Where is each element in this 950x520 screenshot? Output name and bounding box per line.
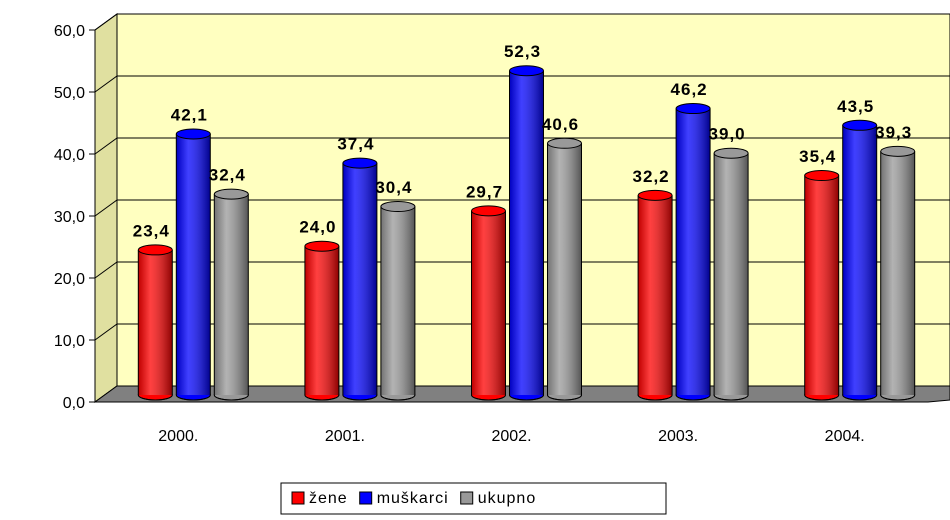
cylinder <box>213 188 249 401</box>
cylinder-top <box>342 157 378 169</box>
value-label: 42,1 <box>171 105 208 124</box>
cylinder <box>547 137 582 401</box>
cylinder-top <box>137 244 173 256</box>
x-tick-label: 2003. <box>658 428 698 445</box>
bar-shade <box>380 206 415 395</box>
value-label: 40,6 <box>542 115 579 134</box>
bar-outline <box>637 195 673 401</box>
cylinder <box>675 103 711 401</box>
bar-outline <box>804 175 840 401</box>
cylinder-top <box>175 128 211 140</box>
bar-shade <box>676 108 711 395</box>
x-tick-label: 2000. <box>158 428 198 445</box>
bar-outline <box>342 163 378 401</box>
legend-label: ukupno <box>478 490 537 507</box>
y-tick-label: 50,0 <box>54 85 85 102</box>
value-label: 46,2 <box>671 80 708 99</box>
cylinder <box>175 128 211 401</box>
grid-line <box>94 13 950 31</box>
legend-label: muškarci <box>377 490 449 507</box>
bar-shade <box>214 194 249 395</box>
bar-outline <box>380 206 416 401</box>
y-tick-label: 60,0 <box>54 23 85 40</box>
value-label: 37,4 <box>337 135 374 154</box>
bar-outline <box>213 194 249 401</box>
bar-outline <box>713 153 749 401</box>
x-tick-label: 2002. <box>491 428 531 445</box>
cylinder <box>304 240 340 401</box>
cylinder-top <box>880 145 916 157</box>
cylinder-top <box>675 103 711 115</box>
value-label: 39,3 <box>875 123 912 142</box>
y-tick-label: 30,0 <box>54 209 85 226</box>
bar-outline <box>471 210 506 401</box>
y-tick-label: 20,0 <box>54 271 85 288</box>
bar-outline <box>842 125 878 401</box>
legend-swatch <box>291 491 305 505</box>
cylinder <box>637 189 673 401</box>
cylinder-top <box>804 170 840 182</box>
cylinder <box>342 157 378 401</box>
bar-shade <box>176 133 211 396</box>
grid-line <box>94 75 950 93</box>
bar-outline <box>675 108 711 401</box>
bar-shade <box>638 195 673 395</box>
cylinder-top <box>547 137 582 149</box>
cylinder-top <box>842 119 878 131</box>
value-label: 39,0 <box>709 125 746 144</box>
y-tick-label: 40,0 <box>54 147 85 164</box>
legend-box <box>280 482 667 515</box>
y-tick-label: 0,0 <box>63 395 85 412</box>
cylinder-top <box>304 240 340 252</box>
bar-shade <box>471 210 506 395</box>
cylinder-top <box>213 188 249 200</box>
cylinder <box>137 244 173 401</box>
cylinder <box>380 201 416 401</box>
bar-shade <box>880 151 915 395</box>
bar-shade <box>509 70 544 396</box>
cylinder <box>509 65 544 401</box>
bar-outline <box>304 246 340 401</box>
bar-shade <box>804 175 839 395</box>
value-label: 43,5 <box>837 97 874 116</box>
cylinder <box>713 147 749 401</box>
cylinder-top <box>713 147 749 159</box>
cylinder-top <box>637 189 673 201</box>
x-tick-label: 2001. <box>325 428 365 445</box>
bar-shade <box>342 163 377 395</box>
bar-shade <box>547 143 582 395</box>
bar-outline <box>547 143 582 401</box>
value-label: 32,2 <box>633 167 670 186</box>
y-tick-label: 10,0 <box>54 333 85 350</box>
bar-shade <box>714 153 749 395</box>
bar-shade <box>138 249 173 395</box>
cylinder <box>804 170 840 401</box>
legend-swatch <box>460 491 474 505</box>
cylinder <box>880 145 916 401</box>
bar-outline <box>137 249 173 401</box>
value-label: 24,0 <box>299 218 336 237</box>
cylinder-top <box>380 201 416 213</box>
value-label: 35,4 <box>799 147 836 166</box>
value-label: 52,3 <box>504 42 541 61</box>
cylinder <box>471 205 506 401</box>
grid-line <box>94 137 950 155</box>
value-label: 30,4 <box>375 178 412 197</box>
bar-shade <box>304 246 339 395</box>
value-label: 32,4 <box>209 166 246 185</box>
legend-label: žene <box>309 490 348 507</box>
cylinder <box>842 119 878 401</box>
x-tick-label: 2004. <box>825 428 865 445</box>
cylinder-top <box>509 65 544 77</box>
cylinder-top <box>471 205 506 217</box>
bar-outline <box>509 70 544 401</box>
bar-outline <box>880 151 916 401</box>
bar-shade <box>842 125 877 396</box>
bar-outline <box>175 133 211 401</box>
value-label: 23,4 <box>133 221 170 240</box>
value-label: 29,7 <box>466 182 503 201</box>
legend-swatch <box>359 491 373 505</box>
